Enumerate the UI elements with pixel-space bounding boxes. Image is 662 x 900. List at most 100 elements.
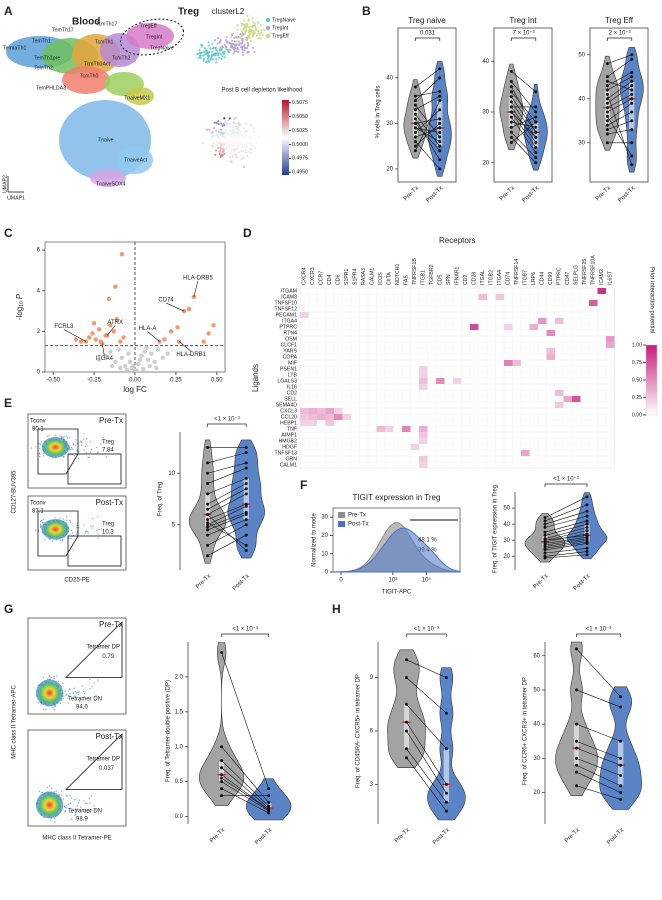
umap-cell bbox=[231, 142, 235, 146]
receptor-label: CD47 bbox=[565, 272, 571, 285]
flow-event bbox=[46, 435, 49, 438]
umap-cell bbox=[215, 49, 218, 52]
flow-event bbox=[70, 521, 72, 523]
umap-cell bbox=[242, 127, 246, 130]
p-value: 0.031 bbox=[420, 31, 436, 37]
umap-cell bbox=[214, 52, 217, 55]
point bbox=[413, 94, 417, 98]
umap-cell bbox=[259, 37, 262, 40]
flow-event bbox=[72, 692, 75, 694]
umap-cell bbox=[219, 145, 223, 148]
panel-letter: A bbox=[4, 4, 13, 18]
umap-cell bbox=[227, 141, 230, 144]
flow-event bbox=[69, 693, 71, 695]
y-axis-label: Freq. of CD45RA- CXCR5+ in tetramer DP bbox=[356, 674, 362, 788]
umap-cell bbox=[259, 31, 263, 34]
point bbox=[244, 487, 248, 491]
x-tick-label: -0.25 bbox=[87, 378, 101, 384]
umap-cell bbox=[242, 156, 245, 159]
p-value: 2 × 10⁻³ bbox=[609, 31, 631, 37]
heatmap-cell bbox=[419, 432, 428, 438]
receptor-label: IL6ST bbox=[608, 270, 614, 285]
umap-cell bbox=[243, 136, 246, 139]
cluster-label: TcmTh0 bbox=[80, 73, 99, 79]
umap-cell bbox=[224, 46, 227, 49]
point bbox=[619, 774, 623, 777]
point bbox=[585, 529, 589, 533]
umap-cell bbox=[250, 144, 253, 147]
point bbox=[605, 128, 609, 132]
flow-event bbox=[52, 540, 54, 542]
pair-line bbox=[511, 111, 536, 138]
point bbox=[244, 518, 248, 522]
violin bbox=[555, 641, 598, 797]
point bbox=[438, 158, 442, 162]
flow-event bbox=[65, 807, 68, 809]
ligand-label: TNF bbox=[287, 426, 297, 432]
flow-density bbox=[41, 436, 70, 458]
colorbar-tick-label: 0.00 bbox=[632, 412, 642, 418]
umap-cell bbox=[244, 149, 247, 152]
ligand-label: ITGA4 bbox=[282, 318, 297, 324]
y-axis-label: Freq. of Tetramer-double positive (DP) bbox=[166, 680, 172, 782]
pair-line bbox=[576, 758, 621, 776]
heatmap-cell bbox=[419, 384, 428, 390]
point bbox=[585, 509, 589, 513]
umap-axes-arrow bbox=[7, 176, 24, 193]
heatmap-cell bbox=[504, 324, 513, 330]
flow-event bbox=[76, 522, 78, 524]
point bbox=[113, 284, 118, 289]
point bbox=[413, 112, 417, 116]
point bbox=[103, 353, 108, 358]
pair-line bbox=[511, 121, 536, 143]
flow-event bbox=[57, 680, 59, 683]
flow-event bbox=[67, 694, 70, 697]
flow-event bbox=[97, 537, 99, 539]
point bbox=[147, 363, 152, 369]
point bbox=[585, 541, 589, 545]
point bbox=[575, 647, 578, 651]
point bbox=[206, 461, 210, 465]
flow-event bbox=[86, 811, 89, 813]
point bbox=[206, 518, 210, 522]
receptor-label: CD44 bbox=[540, 272, 546, 285]
umap-cell bbox=[236, 144, 240, 147]
flow-event bbox=[81, 685, 83, 687]
umap-cell bbox=[244, 151, 247, 154]
umap-cell bbox=[244, 30, 247, 33]
umap-cell bbox=[196, 52, 199, 55]
point bbox=[509, 115, 513, 119]
flow-event bbox=[54, 517, 57, 519]
umap-cell bbox=[207, 44, 210, 47]
umap-cell bbox=[243, 43, 246, 46]
y-tick-label: 6 bbox=[37, 248, 41, 254]
umap-cell bbox=[247, 18, 250, 21]
umap-cell bbox=[217, 54, 220, 57]
point bbox=[534, 115, 538, 119]
point bbox=[585, 525, 589, 529]
flow-event bbox=[63, 695, 65, 697]
flow-event bbox=[102, 436, 104, 439]
point bbox=[127, 359, 133, 365]
umap-cell bbox=[243, 23, 246, 26]
umap-cell bbox=[249, 142, 252, 145]
umap-cell bbox=[229, 48, 232, 52]
umap-cell bbox=[199, 54, 202, 57]
pair-line bbox=[207, 462, 247, 474]
heatmap-cell bbox=[419, 366, 428, 372]
pair-line bbox=[511, 111, 537, 148]
point bbox=[413, 126, 417, 130]
umap-cell bbox=[205, 52, 208, 56]
flow-event bbox=[69, 446, 71, 448]
point bbox=[534, 151, 538, 155]
pair-line bbox=[576, 764, 621, 787]
pair-line bbox=[607, 58, 632, 78]
gate-name: Tetramer DP bbox=[86, 644, 120, 650]
pair-line bbox=[221, 767, 269, 809]
y-tick-label: 20 bbox=[533, 790, 540, 796]
significance-bracket bbox=[406, 633, 447, 637]
significance-bracket bbox=[415, 37, 441, 41]
y-tick-label: 0.0 bbox=[175, 814, 184, 820]
flow-density bbox=[35, 679, 64, 707]
umap-cell bbox=[224, 122, 227, 125]
